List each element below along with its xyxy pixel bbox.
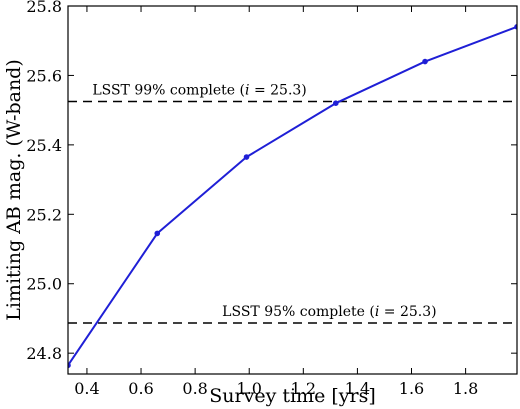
x-tick-label: 0.8 [182, 379, 207, 398]
x-axis-label: Survey time [yrs] [209, 385, 376, 407]
data-point [422, 58, 428, 65]
y-tick-label: 24.8 [26, 344, 62, 363]
data-point [68, 362, 71, 369]
reference-label-1: LSST 99% complete (i = 25.3) [92, 82, 306, 98]
data-point [243, 154, 250, 160]
x-tick-label: 0.4 [74, 379, 99, 398]
plot-area: LSST 99% complete (i = 25.3) LSST 95% com… [68, 24, 517, 369]
data-point [154, 230, 161, 237]
x-tick-label: 0.6 [128, 379, 153, 398]
x-tick-label: 1.6 [399, 379, 424, 398]
x-tick-label: 1.0 [236, 379, 261, 398]
series-line-1 [68, 25, 517, 366]
y-tick-label: 25.0 [26, 275, 62, 294]
y-tick-label: 25.2 [26, 205, 62, 224]
data-point [332, 100, 339, 107]
x-tick-label: 1.4 [345, 379, 370, 398]
y-tick-label: 25.4 [26, 136, 62, 155]
x-tick-label: 1.2 [291, 379, 316, 398]
y-tick-label: 25.8 [26, 0, 62, 16]
y-axis-label: Limiting AB mag. (W-band) [3, 59, 25, 321]
y-tick-label: 25.6 [26, 66, 62, 85]
x-tick-label: 1.8 [453, 379, 478, 398]
data-point [514, 24, 517, 30]
axis-labels: Survey time [yrs] Limiting AB mag. (W-ba… [3, 59, 376, 407]
axis-ticks: 0.4 0.6 0.8 1.0 1.2 1.4 1.6 1.8 24.8 25.0 25.2 25.4… [26, 0, 517, 398]
axes-frame [67, 5, 518, 375]
reference-label-2: LSST 95% complete (i = 25.3) [222, 304, 436, 320]
